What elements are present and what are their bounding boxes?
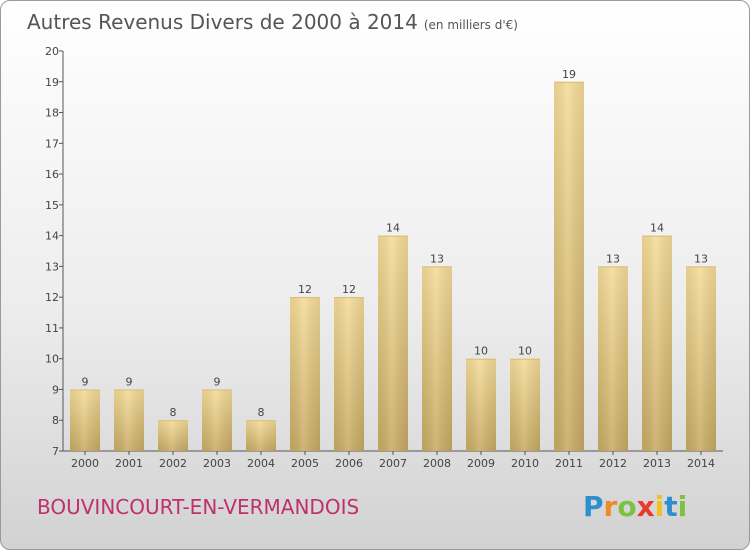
logo-letter: i xyxy=(654,490,665,523)
x-tick-label: 2008 xyxy=(423,457,451,470)
y-tick-label: 13 xyxy=(45,260,59,273)
bar-shade xyxy=(466,358,496,451)
x-tick-label: 2007 xyxy=(379,457,407,470)
logo-letter: r xyxy=(603,490,618,523)
y-tick-label: 7 xyxy=(52,445,59,458)
data-label: 12 xyxy=(298,283,312,296)
data-label: 8 xyxy=(258,406,265,419)
x-tick-label: 2003 xyxy=(203,457,231,470)
bar-shade xyxy=(158,420,188,451)
x-tick-label: 2004 xyxy=(247,457,275,470)
y-tick-label: 19 xyxy=(45,76,59,89)
data-label: 10 xyxy=(474,345,488,358)
logo-letter: o xyxy=(617,490,637,523)
data-label: 13 xyxy=(430,252,444,265)
bar-shade xyxy=(510,358,540,451)
data-label: 14 xyxy=(650,222,664,235)
bar-shade xyxy=(642,235,672,451)
data-label: 19 xyxy=(562,68,576,81)
logo-letter: i xyxy=(677,490,688,523)
x-tick-label: 2011 xyxy=(555,457,583,470)
proxiti-logo: Proxiti xyxy=(583,490,687,523)
x-tick-label: 2000 xyxy=(71,457,99,470)
y-tick-label: 9 xyxy=(52,383,59,396)
logo-letter: x xyxy=(636,490,655,523)
chart-title: Autres Revenus Divers de 2000 à 2014 (en … xyxy=(27,10,518,34)
x-tick-label: 2006 xyxy=(335,457,363,470)
x-tick-label: 2002 xyxy=(159,457,187,470)
bar-shade xyxy=(334,297,364,451)
chart-labels: 9 9 8 9 8 12 12 14 13 10 10 19 13 14 13 xyxy=(82,68,709,419)
bar-shade xyxy=(114,389,144,451)
data-label: 10 xyxy=(518,345,532,358)
y-tick-label: 10 xyxy=(45,353,59,366)
x-tick-label: 2012 xyxy=(599,457,627,470)
y-tick-label: 18 xyxy=(45,107,59,120)
bar-shade xyxy=(378,235,408,451)
y-tick-label: 14 xyxy=(45,230,59,243)
y-tick-label: 11 xyxy=(45,322,59,335)
chart-title-text: Autres Revenus Divers de 2000 à 2014 xyxy=(27,10,418,34)
data-label: 12 xyxy=(342,283,356,296)
logo-letter: t xyxy=(664,490,678,523)
bar-shade xyxy=(554,81,584,452)
data-label: 8 xyxy=(170,406,177,419)
x-tick-label: 2009 xyxy=(467,457,495,470)
x-tick-label: 2001 xyxy=(115,457,143,470)
data-label: 9 xyxy=(82,375,89,388)
y-tick-label: 17 xyxy=(45,137,59,150)
bar-shade xyxy=(202,389,232,451)
chart-bars xyxy=(70,81,716,452)
y-tick-label: 12 xyxy=(45,291,59,304)
data-label: 13 xyxy=(606,252,620,265)
y-tick-label: 15 xyxy=(45,199,59,212)
data-label: 9 xyxy=(126,375,133,388)
bar-shade xyxy=(246,420,276,451)
x-tick-label: 2010 xyxy=(511,457,539,470)
y-tick-label: 8 xyxy=(52,414,59,427)
chart-subtitle: (en milliers d'€) xyxy=(423,18,518,32)
chart-axes: 7 8 9 10 11 12 13 14 15 16 17 18 19 20 2000 2001 2002 200… xyxy=(45,45,723,470)
y-tick-label: 20 xyxy=(45,45,59,58)
bar-shade xyxy=(422,266,452,451)
x-tick-label: 2014 xyxy=(687,457,715,470)
bar-shade xyxy=(686,266,716,451)
bar-shade xyxy=(70,389,100,451)
logo-letter: P xyxy=(583,490,604,523)
data-label: 14 xyxy=(386,222,400,235)
location-name: BOUVINCOURT-EN-VERMANDOIS xyxy=(37,495,360,519)
data-label: 13 xyxy=(694,252,708,265)
bar-shade xyxy=(598,266,628,451)
y-tick-label: 16 xyxy=(45,168,59,181)
data-label: 9 xyxy=(214,375,221,388)
x-tick-label: 2005 xyxy=(291,457,319,470)
bar-shade xyxy=(290,297,320,451)
x-tick-label: 2013 xyxy=(643,457,671,470)
